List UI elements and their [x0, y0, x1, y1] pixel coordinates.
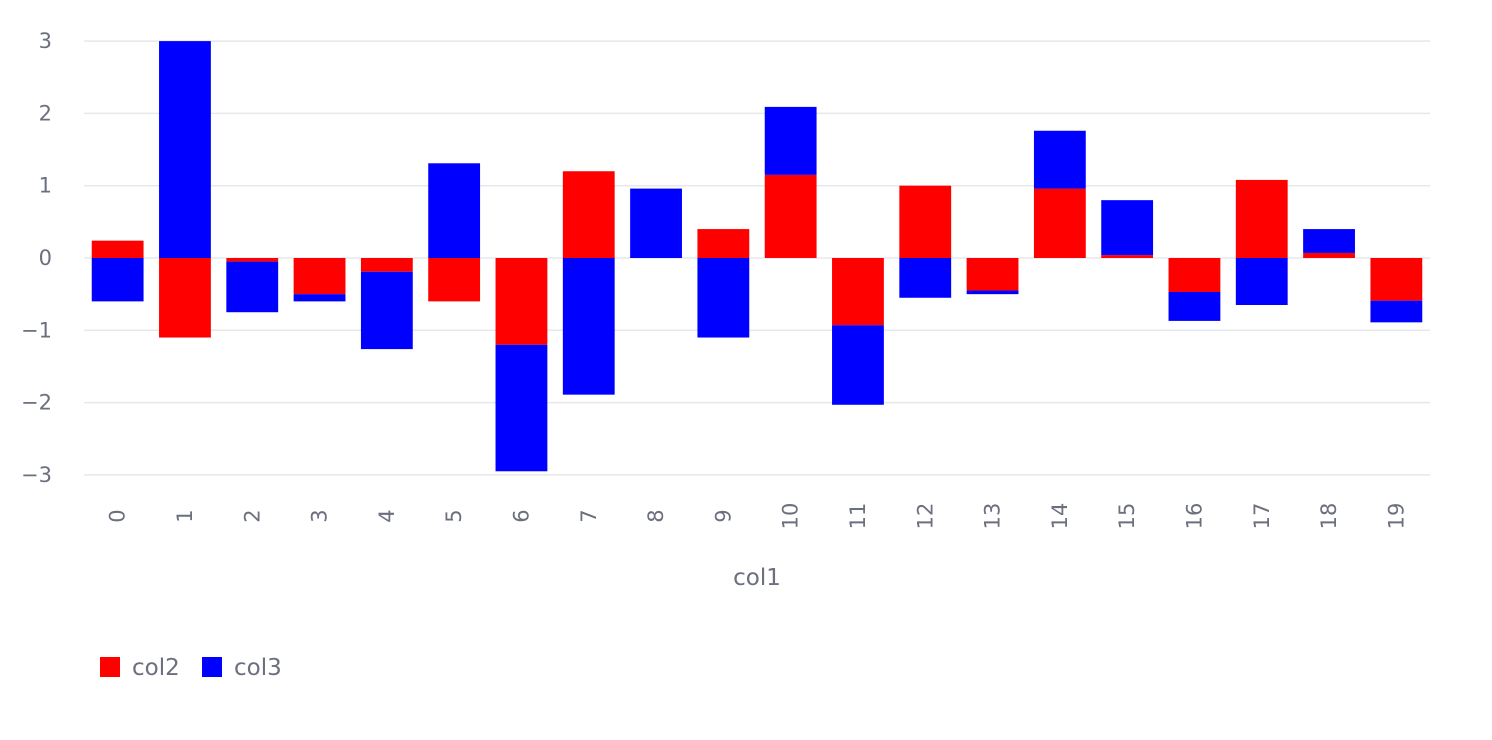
x-tick-label: 19: [1384, 503, 1408, 530]
y-tick-label: −2: [21, 391, 52, 415]
bar-col3-14: [1033, 130, 1086, 189]
y-tick-label: 3: [39, 29, 52, 53]
x-tick-label: 5: [442, 509, 466, 522]
bar-col3-12: [899, 258, 952, 298]
x-tick-label: 4: [375, 509, 399, 522]
bar-col3-0: [91, 258, 144, 302]
bar-col2-9: [697, 229, 750, 258]
bar-col3-13: [966, 290, 1019, 295]
bar-col2-4: [360, 258, 413, 272]
bar-col2-13: [966, 258, 1019, 291]
legend-swatch: [202, 657, 222, 677]
bar-col2-15: [1101, 255, 1154, 258]
x-tick-label: 18: [1317, 503, 1341, 530]
y-tick-label: 1: [39, 174, 52, 198]
x-tick-label: 6: [509, 509, 533, 522]
y-tick-label: 2: [39, 101, 52, 125]
x-tick-label: 0: [106, 509, 130, 522]
x-tick-label: 8: [644, 509, 668, 522]
bar-col3-17: [1235, 258, 1288, 305]
bar-col2-18: [1303, 252, 1355, 258]
x-tick-label: 1: [173, 509, 197, 522]
legend-item-col2[interactable]: col2: [100, 655, 180, 681]
legend-label: col3: [234, 655, 282, 681]
bar-col3-19: [1370, 300, 1423, 323]
bar-col2-16: [1168, 258, 1221, 292]
bar-col2-5: [428, 258, 481, 302]
x-axis-ticks: 0 1 2 3 4 5 6 7 8 9 10 11 12 13 14 15 16 17 18 19: [106, 503, 1409, 530]
bar-col2-6: [495, 258, 548, 345]
x-tick-label: 11: [846, 503, 870, 530]
bar-col2-7: [562, 171, 615, 258]
x-tick-label: 3: [308, 509, 332, 522]
x-tick-label: 10: [779, 503, 803, 530]
bar-col2-1: [159, 258, 211, 338]
grid: [84, 40, 1430, 476]
bar-col2-12: [899, 185, 952, 258]
y-tick-label: −1: [21, 318, 52, 342]
bars: [91, 41, 1423, 472]
legend-item-col3[interactable]: col3: [202, 655, 282, 681]
bar-col2-14: [1033, 188, 1086, 258]
legend-swatch: [100, 657, 120, 677]
y-axis-ticks: 3 2 1 0 −1 −2 −3: [21, 29, 52, 487]
bar-col2-0: [91, 240, 144, 258]
x-tick-label: 2: [240, 509, 264, 522]
bar-col3-15: [1101, 200, 1154, 256]
bar-col2-2: [226, 258, 279, 262]
bar-col3-4: [360, 271, 413, 350]
legend: col2 col3: [100, 655, 282, 681]
x-tick-label: 9: [711, 509, 735, 522]
bar-col2-17: [1235, 179, 1288, 258]
bar-col2-19: [1370, 258, 1423, 301]
y-tick-label: 0: [39, 246, 52, 270]
bar-col3-6: [495, 344, 548, 472]
bar-col2-3: [293, 258, 346, 295]
x-tick-label: 17: [1250, 503, 1274, 530]
bar-col3-18: [1303, 229, 1355, 253]
bar-col2-11: [832, 258, 884, 326]
bar-col3-10: [764, 106, 817, 175]
x-tick-label: 7: [577, 509, 601, 522]
bar-col3-3: [293, 294, 346, 302]
bar-col3-1: [159, 41, 211, 258]
bar-col3-2: [226, 261, 279, 313]
x-tick-label: 12: [913, 503, 937, 530]
x-tick-label: 16: [1182, 503, 1206, 530]
bar-col3-11: [832, 325, 884, 405]
x-tick-label: 14: [1048, 503, 1072, 530]
bar-col2-10: [764, 174, 817, 258]
legend-label: col2: [132, 655, 180, 681]
bar-col3-5: [428, 163, 481, 258]
x-axis-title: col1: [733, 565, 781, 591]
bar-col3-16: [1168, 291, 1221, 321]
x-tick-label: 13: [981, 503, 1005, 530]
bar-col3-8: [630, 188, 682, 258]
y-tick-label: −3: [21, 463, 52, 487]
bar-col3-9: [697, 258, 750, 338]
bar-col3-7: [562, 258, 615, 395]
x-tick-label: 15: [1115, 503, 1139, 530]
